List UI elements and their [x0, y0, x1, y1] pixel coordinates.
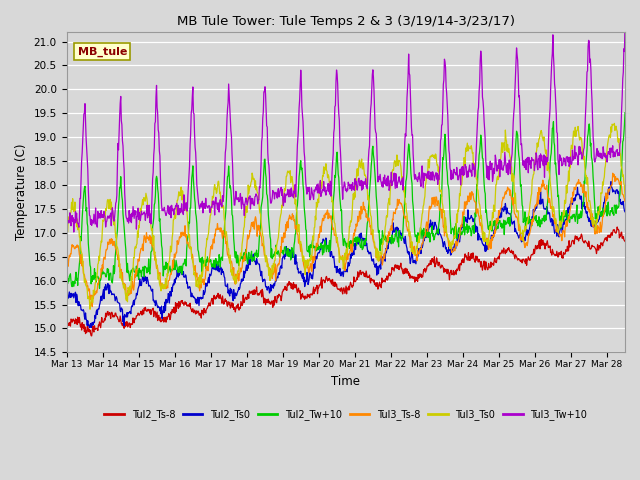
Line: Tul2_Tw+10: Tul2_Tw+10 [67, 113, 625, 288]
Tul3_Ts-8 [499, 197, 506, 203]
Tul2_Ts-8 [447, 268, 454, 274]
Tul3_Ts0 [86, 306, 94, 312]
X-axis label: Time: Time [332, 374, 360, 388]
Tul3_Ts-8 [63, 261, 70, 267]
Tul3_Ts0 [621, 194, 629, 200]
Tul2_Ts-8 [88, 333, 95, 339]
Tul3_Tw+10 [509, 137, 516, 143]
Tul2_Ts-8 [621, 239, 629, 244]
Tul2_Ts0 [499, 206, 506, 212]
Tul3_Tw+10 [70, 229, 77, 235]
Tul3_Ts0 [120, 282, 128, 288]
Tul2_Ts0 [309, 271, 317, 277]
Tul2_Ts-8 [309, 288, 317, 294]
Tul2_Ts0 [447, 252, 454, 258]
Line: Tul3_Ts0: Tul3_Ts0 [67, 123, 625, 309]
Tul2_Ts-8 [499, 249, 506, 254]
Tul2_Tw+10 [509, 191, 516, 196]
Tul3_Ts-8 [289, 214, 297, 220]
Line: Tul3_Ts-8: Tul3_Ts-8 [67, 173, 625, 307]
Tul3_Tw+10 [63, 220, 70, 226]
Tul3_Tw+10 [309, 193, 317, 199]
Tul3_Tw+10 [289, 192, 297, 197]
Tul2_Tw+10 [120, 224, 128, 230]
Line: Tul3_Tw+10: Tul3_Tw+10 [67, 23, 625, 232]
Tul2_Tw+10 [447, 221, 454, 227]
Tul2_Tw+10 [289, 249, 297, 254]
Tul3_Tw+10 [120, 166, 128, 172]
Tul3_Ts0 [611, 120, 618, 126]
Tul2_Tw+10 [499, 221, 506, 227]
Y-axis label: Temperature (C): Temperature (C) [15, 144, 28, 240]
Tul3_Ts-8 [621, 199, 629, 204]
Tul2_Tw+10 [95, 286, 103, 291]
Legend: Tul2_Ts-8, Tul2_Ts0, Tul2_Tw+10, Tul3_Ts-8, Tul3_Ts0, Tul3_Tw+10: Tul2_Ts-8, Tul2_Ts0, Tul2_Tw+10, Tul3_Ts… [100, 405, 591, 424]
Tul2_Ts-8 [289, 287, 297, 292]
Tul3_Ts0 [289, 182, 297, 188]
Tul3_Ts-8 [447, 240, 454, 246]
Tul3_Tw+10 [621, 20, 629, 26]
Tul3_Ts0 [309, 233, 317, 239]
Text: MB_tule: MB_tule [77, 47, 127, 57]
Tul2_Ts0 [86, 325, 93, 331]
Tul2_Ts-8 [63, 320, 70, 325]
Line: Tul2_Ts0: Tul2_Ts0 [67, 181, 625, 328]
Tul2_Ts-8 [613, 224, 621, 230]
Tul2_Ts0 [607, 179, 615, 184]
Tul2_Ts0 [509, 221, 516, 227]
Tul3_Ts-8 [88, 304, 96, 310]
Tul2_Ts0 [63, 297, 70, 303]
Tul3_Tw+10 [447, 168, 454, 174]
Tul3_Ts-8 [509, 202, 516, 208]
Title: MB Tule Tower: Tule Temps 2 & 3 (3/19/14-3/23/17): MB Tule Tower: Tule Temps 2 & 3 (3/19/14… [177, 15, 515, 28]
Tul3_Ts0 [499, 150, 506, 156]
Tul2_Tw+10 [621, 110, 629, 116]
Tul2_Ts0 [621, 209, 629, 215]
Tul3_Ts0 [447, 240, 454, 246]
Tul3_Ts0 [63, 229, 70, 235]
Tul2_Tw+10 [309, 245, 317, 251]
Tul2_Ts0 [289, 248, 297, 254]
Tul3_Ts-8 [609, 170, 616, 176]
Tul2_Ts0 [120, 323, 128, 328]
Tul3_Ts-8 [309, 260, 317, 265]
Tul3_Ts-8 [120, 280, 128, 286]
Tul2_Tw+10 [63, 278, 70, 284]
Line: Tul2_Ts-8: Tul2_Ts-8 [67, 227, 625, 336]
Tul2_Ts-8 [509, 251, 516, 257]
Tul3_Tw+10 [499, 167, 506, 173]
Tul3_Ts0 [509, 171, 516, 177]
Tul2_Ts-8 [120, 325, 128, 331]
